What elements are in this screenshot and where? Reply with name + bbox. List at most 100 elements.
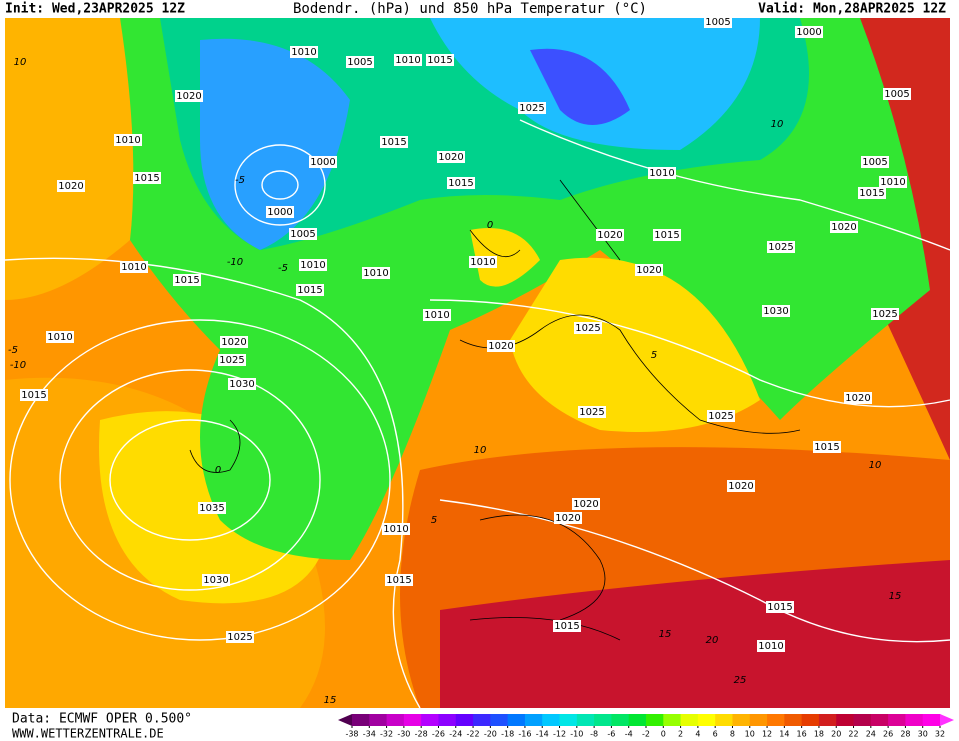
isobar-label: 1025 <box>227 632 252 643</box>
isobar-label-box <box>289 228 317 240</box>
isobar-label: 1020 <box>597 230 622 241</box>
isobar-label: 1010 <box>47 332 72 343</box>
isobar-label: 1025 <box>872 309 897 320</box>
colorbar-swatch <box>507 714 526 726</box>
colorbar-swatch <box>905 714 924 726</box>
isobar-label-box <box>382 523 410 535</box>
isobar-label: 1035 <box>199 503 224 514</box>
isobar-label-box <box>133 172 161 184</box>
isobar-label-box <box>554 512 582 524</box>
isobar-label: 1015 <box>21 390 46 401</box>
colorbar-label: -12 <box>553 730 566 739</box>
colorbar-label: 28 <box>900 730 910 739</box>
isobar-label: 1010 <box>383 524 408 535</box>
isobar-label-box <box>795 26 823 38</box>
colorbar-swatch <box>369 714 388 726</box>
colorbar-swatch <box>646 714 664 726</box>
isobar-label-box <box>218 354 246 366</box>
isobar-label-box <box>220 336 248 348</box>
colorbar-swatch <box>386 714 405 726</box>
isobar-label: 1020 <box>728 481 753 492</box>
isobar-label: 1010 <box>470 257 495 268</box>
website: WWW.WETTERZENTRALE.DE <box>12 727 164 741</box>
isobar-label: 1010 <box>300 260 325 271</box>
isobar <box>109 419 271 541</box>
temperature-label: -10 <box>227 257 243 268</box>
isobar-label: 1000 <box>267 207 292 218</box>
isobar-label-box <box>226 631 254 643</box>
field-europe <box>470 228 760 432</box>
isobar-label: 1010 <box>363 268 388 279</box>
colorbar-swatch <box>888 714 906 726</box>
temperature-label: 10 <box>474 445 487 456</box>
colorbar-swatch <box>611 714 630 726</box>
isobar-label-box <box>346 56 374 68</box>
isobar-label: 1020 <box>831 222 856 233</box>
isobar-label-box <box>578 406 606 418</box>
isobar-label-box <box>469 256 497 268</box>
colorbar-label: -6 <box>607 730 615 739</box>
isobar-label: 1020 <box>636 265 661 276</box>
isobar-label: 1020 <box>488 341 513 352</box>
isobar-label: 1015 <box>448 178 473 189</box>
colorbar-label: 22 <box>848 730 858 739</box>
colorbar-swatch <box>628 714 647 726</box>
isobar-label: 1010 <box>880 177 905 188</box>
colorbar-label: 0 <box>661 730 666 739</box>
isobar-label: 1020 <box>58 181 83 192</box>
isobar-label-box <box>394 54 422 66</box>
isobar-label-box <box>707 410 735 422</box>
colorbar: -38 -34 -32 -30 -28 -26 -24 -22 -20 -18 -16 -14 -12-… <box>338 714 954 739</box>
isobar-label: 1030 <box>203 575 228 586</box>
map-field <box>4 18 951 709</box>
temperature-label: 10 <box>771 119 784 130</box>
colorbar-label: -38 <box>345 730 358 739</box>
isobar-label-box <box>766 601 794 613</box>
init-time: Init: Wed,23APR2025 12Z <box>5 2 185 17</box>
isobar-label-box <box>426 54 454 66</box>
isobar-label-box <box>266 206 294 218</box>
colorbar-label: -28 <box>415 730 428 739</box>
coastlines <box>189 179 801 641</box>
temperature-label: 10 <box>14 57 27 68</box>
colorbar-label: 8 <box>730 730 735 739</box>
isobar-label-box <box>20 389 48 401</box>
isobar-label: 1015 <box>554 621 579 632</box>
isobar-label-box <box>635 264 663 276</box>
colorbar-label: 20 <box>831 730 841 739</box>
colorbar-label: 4 <box>695 730 700 739</box>
colorbar-swatch <box>784 714 803 726</box>
field-northwest <box>5 18 134 300</box>
colorbar-swatch <box>870 714 889 726</box>
field-coldest <box>530 48 630 125</box>
valid-time: Valid: Mon,28APR2025 12Z <box>758 2 946 17</box>
isobar-label-box <box>757 640 785 652</box>
colorbar-swatch <box>732 714 751 726</box>
isobar-label-box <box>173 274 201 286</box>
colorbar-label: -32 <box>380 730 393 739</box>
colorbar-swatch <box>403 714 422 726</box>
isobar-label-box <box>202 574 230 586</box>
isobar-label: 1015 <box>381 137 406 148</box>
colorbar-swatch <box>853 714 872 726</box>
colorbar-label: -34 <box>363 730 376 739</box>
colorbar-label: 30 <box>918 730 928 739</box>
isobar-label-box <box>858 187 886 199</box>
isobar-label: 1020 <box>573 499 598 510</box>
isobar-label-box <box>198 502 226 514</box>
colorbar-swatch <box>576 714 595 726</box>
isobar-label: 1025 <box>219 355 244 366</box>
isobar-label-box <box>861 156 889 168</box>
colorbar-label: -18 <box>501 730 514 739</box>
isobar-label: 1010 <box>649 168 674 179</box>
colorbar-label: 32 <box>935 730 945 739</box>
isobar-label-box <box>228 378 256 390</box>
isobar-label-box <box>487 340 515 352</box>
isobar-label-box <box>299 259 327 271</box>
colorbar-label: -4 <box>625 730 633 739</box>
isobar-label-box <box>648 167 676 179</box>
colorbar-label: -10 <box>570 730 583 739</box>
isobar-label: 1015 <box>859 188 884 199</box>
